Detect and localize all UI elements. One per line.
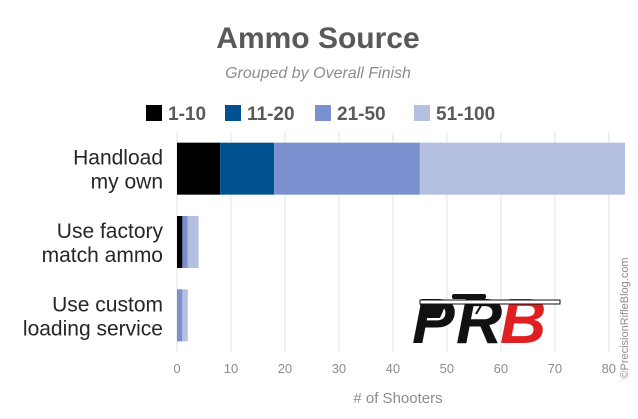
bars [177, 142, 625, 342]
legend-label: 21-50 [337, 104, 386, 125]
x-tick-label: 50 [440, 361, 454, 376]
x-axis-title: # of Shooters [353, 390, 442, 407]
x-tick-label: 70 [548, 361, 562, 376]
bar-segment-51-100 [182, 289, 188, 342]
legend: 1-10 11-20 21-50 51-100 [146, 104, 495, 125]
x-tick-label: 80 [602, 361, 616, 376]
x-tick-label: 40 [386, 361, 400, 376]
category-labels: Handload my own Use factory match ammo Use c… [23, 147, 164, 341]
x-tick-label: 60 [494, 361, 508, 376]
bar-segment-21-50 [274, 142, 420, 195]
x-tick-label: 30 [332, 361, 346, 376]
category-label: Use factory match ammo [42, 220, 164, 267]
credit-text: ©PrecisionRifleBlog.com [619, 257, 631, 378]
category-label: Handload my own [73, 147, 163, 194]
bar-segment-21-50 [177, 289, 183, 342]
x-tick-label: 0 [173, 361, 180, 376]
logo-letter-b: B [500, 285, 546, 357]
prb-logo: P R B [412, 285, 561, 357]
legend-label: 51-100 [436, 104, 495, 125]
legend-swatch [414, 105, 430, 121]
x-tick-labels: 0 10 20 30 40 50 60 70 80 [173, 361, 616, 376]
logo-letter-p: P [412, 285, 455, 357]
legend-swatch [315, 105, 331, 121]
bar-segment-11-20 [220, 142, 275, 195]
legend-label: 11-20 [247, 104, 295, 125]
bar-segment-1-10 [177, 142, 221, 195]
legend-label: 1-10 [168, 104, 206, 125]
x-tick-label: 20 [278, 361, 292, 376]
chart-title: Ammo Source [216, 22, 419, 55]
bar-segment-1-10 [177, 216, 183, 268]
bar-segment-51-100 [187, 216, 199, 268]
category-label: Use custom loading service [23, 293, 163, 340]
bar-segment-51-100 [419, 142, 625, 195]
chart-subtitle: Grouped by Overall Finish [225, 65, 411, 82]
rifle-silhouette-icon [419, 294, 561, 318]
bar-segment-21-50 [182, 216, 188, 268]
x-tick-label: 10 [224, 361, 238, 376]
legend-swatch [225, 105, 241, 121]
legend-swatch [146, 105, 162, 121]
